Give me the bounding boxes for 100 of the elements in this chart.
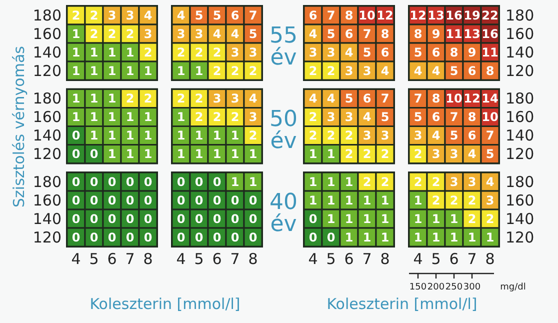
data-label: 1 <box>344 212 354 226</box>
data-label: 0 <box>176 174 186 189</box>
data-label: 4 <box>414 64 422 78</box>
data-label: 5 <box>248 26 258 41</box>
data-label: 0 <box>126 193 134 208</box>
data-label: 4 <box>308 26 318 41</box>
data-label: 2 <box>468 193 476 208</box>
data-label: 11 <box>482 45 498 60</box>
data-label: 1 <box>308 193 318 208</box>
data-label: 2 <box>326 64 336 78</box>
data-label: 1 <box>72 92 80 106</box>
data-label: 1 <box>144 128 152 143</box>
data-label: 2 <box>230 64 240 78</box>
data-label: 4 <box>144 8 152 22</box>
data-label: 1 <box>362 193 372 208</box>
data-label: 1 <box>144 64 152 78</box>
data-label: 1 <box>230 174 240 189</box>
x-tick-label: 6 <box>107 250 117 268</box>
data-label: 2 <box>90 8 98 22</box>
data-label: 13 <box>464 26 480 41</box>
data-label: 12 <box>376 8 394 22</box>
data-label: 4 <box>326 92 336 106</box>
data-label: 7 <box>380 92 390 106</box>
data-label: 3 <box>450 174 458 189</box>
data-label: 0 <box>248 193 258 208</box>
data-label: 1 <box>248 147 258 162</box>
data-label: 0 <box>144 212 152 226</box>
data-label: 2 <box>450 193 458 208</box>
data-label: 1 <box>90 92 98 106</box>
data-label: 1 <box>362 230 372 244</box>
data-label: 3 <box>344 64 354 78</box>
data-label: 8 <box>450 45 458 60</box>
data-label: 4 <box>362 110 372 124</box>
y-tick-label: 120 <box>32 145 62 164</box>
data-label: 2 <box>308 128 318 143</box>
data-label: 7 <box>326 8 336 22</box>
data-label: 3 <box>326 110 336 124</box>
data-label: 1 <box>326 193 336 208</box>
x-tick-label: 8 <box>143 250 153 268</box>
data-label: 1 <box>230 128 240 143</box>
data-label: 2 <box>230 110 240 124</box>
data-label: 8 <box>432 92 440 106</box>
data-label: 2 <box>176 45 186 60</box>
data-label: 0 <box>212 193 222 208</box>
data-label: 0 <box>90 147 98 162</box>
data-label: 4 <box>248 92 258 106</box>
y-axis-title: 55 év <box>270 24 298 70</box>
data-label: 0 <box>194 174 204 189</box>
data-label: 5 <box>362 45 372 60</box>
data-label: 0 <box>212 212 222 226</box>
data-label: 4 <box>432 64 440 78</box>
text: 200 <box>427 282 445 293</box>
data-label: 1 <box>380 212 390 226</box>
text: 250 <box>445 282 463 293</box>
x-tick-label: 4 <box>308 250 318 268</box>
data-label: 1 <box>326 147 336 162</box>
data-label: 0 <box>90 212 98 226</box>
data-label: 2 <box>468 212 476 226</box>
y-tick-label: 180 <box>506 172 534 191</box>
data-label: 2 <box>362 147 372 162</box>
data-label: 0 <box>126 230 134 244</box>
x-tick-label: 8 <box>380 250 390 268</box>
x-tick-label: 5 <box>326 250 336 268</box>
data-label: 2 <box>380 147 390 162</box>
data-label: 0 <box>108 230 116 244</box>
y-axis-title: Szisztolés vérnyomás <box>10 46 28 208</box>
data-label: 1 <box>126 110 134 124</box>
data-label: 3 <box>126 8 134 22</box>
data-label: 3 <box>450 147 458 162</box>
y-tick-label: 140 <box>32 210 62 228</box>
data-label: 0 <box>72 230 80 244</box>
data-label: 2 <box>126 26 134 41</box>
y-tick-label: 140 <box>506 126 534 145</box>
data-label: 2 <box>344 147 354 162</box>
data-label: 3 <box>308 45 318 60</box>
data-label: 3 <box>380 128 390 143</box>
data-label: 1 <box>194 64 204 78</box>
data-label: 1 <box>230 147 240 162</box>
data-label: 4 <box>308 92 318 106</box>
data-label: 1 <box>194 128 204 143</box>
x-tick-label: 4 <box>413 250 423 268</box>
data-label: 1 <box>308 174 318 189</box>
data-label: 5 <box>486 147 494 162</box>
data-label: 1 <box>108 45 116 60</box>
x-tick-label: 8 <box>485 250 495 268</box>
data-label: 10 <box>482 110 498 124</box>
data-label: 1 <box>414 212 422 226</box>
y-tick-label: 140 <box>506 210 534 228</box>
data-label: 3 <box>414 128 422 143</box>
data-label: 1 <box>108 147 116 162</box>
data-label: 2 <box>72 8 80 22</box>
data-label: 5 <box>450 64 458 78</box>
data-label: 16 <box>482 26 498 41</box>
data-label: 0 <box>144 230 152 244</box>
data-label: 1 <box>414 193 422 208</box>
y-tick-label: 180 <box>32 172 62 191</box>
data-label: 0 <box>72 174 80 189</box>
y-tick-label: 140 <box>32 126 62 145</box>
x-tick-label: 4 <box>176 250 186 268</box>
data-label: 9 <box>468 45 476 60</box>
